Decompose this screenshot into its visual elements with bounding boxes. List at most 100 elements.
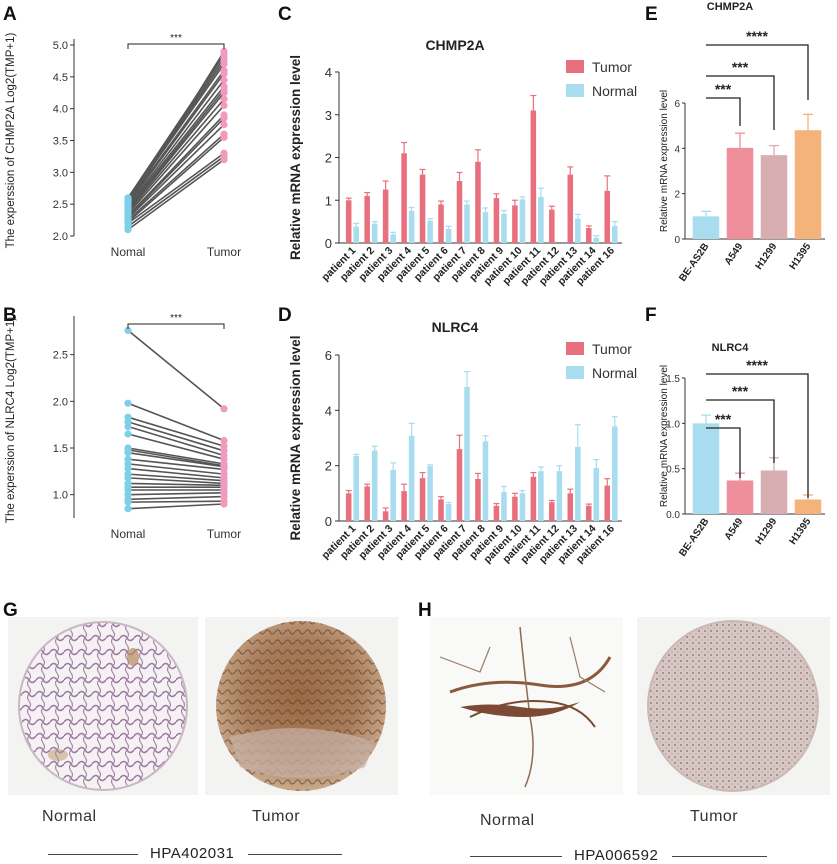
bar-tumor — [530, 110, 537, 243]
normal-point — [124, 449, 132, 457]
bar-a549 — [726, 480, 754, 514]
y-tick-label: 0.0 — [666, 510, 680, 521]
bar-normal — [353, 226, 360, 243]
bar-be-as2b — [692, 423, 720, 514]
bar-normal — [445, 228, 452, 243]
panel-letter-a: A — [3, 4, 17, 25]
bar-normal — [482, 212, 489, 243]
normal-point — [124, 464, 132, 473]
pair-line — [127, 449, 225, 467]
y-tick-label: 1.5 — [666, 374, 680, 385]
y-tick-label: 2.0 — [53, 396, 68, 408]
y-axis-label: The experssion of NLRC4 Log2(TMP+1) — [5, 317, 17, 523]
bar-tumor — [475, 161, 481, 243]
significance-label: *** — [715, 411, 732, 427]
pair-line — [127, 473, 225, 482]
bar-chart-chmp2a-cells: 0 2 4 6 Relative mRNA expression level CHMP2A… — [659, 1, 825, 284]
y-tick-label: 2.5 — [53, 199, 68, 211]
pair-line — [127, 152, 225, 224]
y-tick-label: 5.0 — [53, 40, 68, 52]
legend-label-tumor: Tumor — [592, 341, 632, 357]
legend-swatch-normal — [566, 84, 584, 97]
bar-normal — [519, 199, 526, 243]
bar-tumor — [419, 478, 426, 521]
panel-letter-c: C — [278, 4, 292, 25]
bar-tumor — [401, 491, 407, 521]
antibody-label-g: HPA402031 — [150, 845, 235, 862]
panel-letter-e: E — [645, 4, 658, 25]
normal-point — [124, 498, 132, 506]
bar-normal — [482, 441, 489, 521]
antibody-line-left-h — [470, 856, 562, 857]
panel-letter-b: B — [3, 305, 17, 326]
pair-line — [127, 402, 225, 442]
pair-line — [127, 477, 225, 485]
chart-title: CHMP2A — [425, 37, 484, 53]
bar-normal — [538, 471, 544, 521]
pair-line — [127, 89, 225, 210]
y-tick-label: 1 — [325, 193, 332, 208]
y-axis-label: The experssion of CHMP2A Log2(TMP+1) — [5, 32, 17, 248]
bar-a549 — [726, 147, 754, 239]
bar-tumor — [438, 499, 444, 521]
x-tick-label: BE-AS2B — [677, 516, 711, 558]
bar-tumor — [401, 153, 407, 243]
y-axis-label: Relative mRNA expression level — [288, 55, 303, 260]
bar-h1395 — [794, 130, 822, 239]
bar-tumor — [512, 205, 518, 243]
y-tick-label: 6 — [674, 99, 680, 110]
pair-line — [127, 467, 225, 479]
significance-bracket — [127, 43, 225, 49]
normal-point — [124, 474, 132, 482]
tumor-point — [220, 101, 228, 110]
bar-tumor — [456, 449, 463, 521]
y-tick-label: 6 — [325, 348, 332, 363]
pair-line — [127, 85, 225, 208]
pair-line — [127, 114, 225, 217]
normal-point — [124, 201, 132, 210]
bar-normal — [611, 225, 618, 243]
pair-line — [127, 482, 225, 487]
bar-normal — [575, 218, 581, 243]
y-tick-label: 3.5 — [53, 136, 68, 148]
bar-normal — [593, 237, 600, 243]
x-category-label: Nomal — [111, 245, 146, 259]
paired-scatter-chmp2a: 2.0 2.5 3.0 3.5 4.0 4.5 5.0 The experssion of C… — [5, 32, 241, 259]
y-tick-label: 2.5 — [53, 350, 68, 362]
y-tick-label: 0 — [325, 236, 332, 251]
x-tick-label: H1395 — [788, 516, 814, 547]
bar-tumor — [493, 505, 500, 521]
pair-line — [127, 158, 225, 231]
bar-normal — [445, 503, 452, 521]
bar-normal — [519, 493, 526, 521]
y-tick-label: 4 — [674, 144, 680, 155]
bar-normal — [353, 455, 360, 521]
bar-tumor — [549, 209, 555, 243]
significance-bracket — [706, 44, 809, 100]
bar-normal — [390, 234, 396, 243]
significance-label: *** — [732, 59, 749, 75]
y-tick-label: 4 — [325, 403, 332, 418]
y-tick-label: 3 — [325, 108, 332, 123]
legend-label-tumor: Tumor — [592, 59, 632, 75]
chart-title: NLRC4 — [712, 342, 750, 354]
bar-normal — [538, 196, 544, 243]
pair-line — [127, 117, 225, 218]
tumor-point — [220, 76, 228, 84]
bar-tumor — [567, 493, 574, 521]
x-category-label: Tumor — [207, 527, 241, 541]
significance-label: *** — [170, 313, 182, 324]
y-tick-label: 4.5 — [53, 72, 68, 84]
bar-h1299 — [760, 470, 788, 514]
normal-point — [124, 422, 132, 431]
tumor-point — [220, 111, 228, 119]
legend-swatch-tumor — [566, 342, 584, 355]
x-category-label: Nomal — [111, 527, 146, 541]
ihc-image-normal-g — [8, 617, 198, 795]
tumor-point — [220, 149, 228, 157]
tumor-point — [220, 500, 228, 508]
y-tick-label: 1.0 — [53, 490, 68, 502]
bar-h1299 — [760, 155, 788, 239]
pair-line — [127, 63, 225, 202]
bar-normal — [371, 450, 378, 521]
